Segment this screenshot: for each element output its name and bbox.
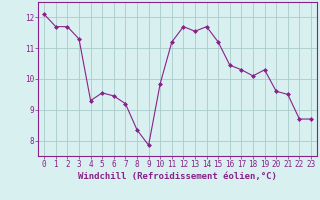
X-axis label: Windchill (Refroidissement éolien,°C): Windchill (Refroidissement éolien,°C): [78, 172, 277, 181]
